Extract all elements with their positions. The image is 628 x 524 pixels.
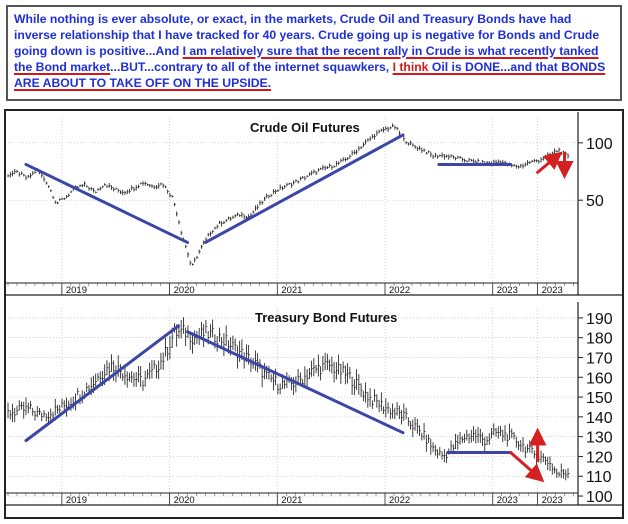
x-tick-label: 2020 [174,285,195,296]
y-tick-label: 120 [586,449,613,466]
commentary-caption: While nothing is ever absolute, or exact… [6,5,622,101]
x-tick-label: 2019 [66,495,87,506]
y-tick-label: 190 [586,311,613,328]
trendline [24,162,190,244]
x-tick-label: 2022 [389,495,410,506]
chart-frame [4,109,624,519]
caption-text-2: I am relatively sure that the recent ral… [14,44,599,74]
treasury-bond-panel: 2019 2020 2021 2022 2023 2023 100 110 120 130 140 1… [5,302,623,506]
y-tick-label: 100 [586,136,613,153]
annotation-arrow [509,450,545,483]
trendline [186,330,405,435]
y-tick-label: 150 [586,390,613,407]
x-tick-label: 2023 [497,285,518,296]
x-tick-label: 2023 [542,285,563,296]
y-tick-label: 170 [586,350,613,367]
y-tick-label: 140 [586,410,613,427]
x-tick-label: 2019 [66,285,87,296]
trendline [24,324,181,443]
x-tick-label: 2021 [281,285,302,296]
annotation-arrow [536,151,563,174]
y-tick-label: 100 [586,489,613,506]
caption-text-3: ...BUT...contrary to all of the internet… [110,60,393,74]
chart-title: Crude Oil Futures [250,120,360,135]
crude-oil-panel: 2019 2020 2021 2022 2023 2023 50 100 Crude Oil F… [5,112,623,296]
x-tick-label: 2021 [281,495,302,506]
caption-text-4-red: I think [392,60,429,74]
chart-title: Treasury Bond Futures [255,310,397,325]
y-tick-label: 50 [586,193,604,210]
x-tick-label: 2023 [542,495,563,506]
x-tick-label: 2022 [389,285,410,296]
caption-text-4: Oil is DONE...and that BONDS ARE ABOUT T… [14,60,606,90]
trendline [203,133,405,244]
x-tick-label: 2020 [174,495,195,506]
y-tick-label: 180 [586,331,613,348]
y-tick-label: 130 [586,430,613,447]
y-tick-label: 160 [586,370,613,387]
y-tick-label: 110 [586,469,612,486]
caption-text-1: While nothing is ever absolute, or exact… [14,12,600,58]
x-tick-label: 2023 [497,495,518,506]
